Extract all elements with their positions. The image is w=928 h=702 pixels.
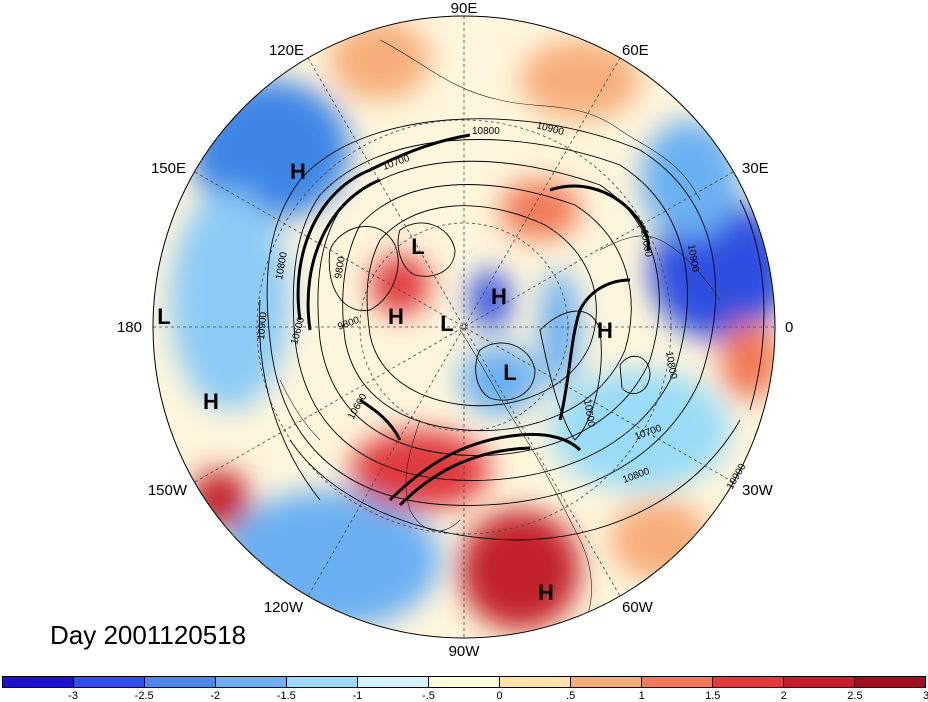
colorbar-segment: [74, 677, 145, 687]
contour-label: 9800: [333, 255, 348, 279]
colorbar-segment: [784, 677, 855, 687]
contour-label: 10600: [581, 399, 597, 429]
colorbar-tick-label: 1: [638, 690, 645, 702]
colorbar-tick-label: -2.5: [134, 690, 154, 702]
contour-label: 10900: [256, 311, 269, 340]
low-center-label: L: [411, 234, 424, 259]
day-label: Day 2001120518: [50, 620, 247, 650]
map-boundary: [152, 15, 776, 639]
pressure-center-labels: H H H H H H L L L L: [157, 159, 613, 605]
contour-label: 10800: [472, 126, 500, 137]
longitude-label-120w: 120W: [263, 599, 303, 616]
colorbar-segment: [287, 677, 358, 687]
colorbar: [2, 676, 926, 688]
low-center-label: L: [503, 360, 516, 385]
longitude-label-60e: 60E: [622, 42, 649, 59]
colorbar-segment: [571, 677, 642, 687]
longitude-label-150w: 150W: [147, 482, 187, 499]
contour-label: 10800: [274, 251, 290, 281]
longitude-label-150e: 150E: [150, 160, 186, 177]
contour-label: 10600: [638, 229, 654, 259]
colorbar-segment: [500, 677, 571, 687]
jet-contours: [296, 133, 650, 507]
colorbar-segment: [855, 677, 925, 687]
colorbar-tick-label: 3: [922, 690, 928, 702]
graticule: [153, 16, 775, 638]
height-contours: [258, 118, 765, 541]
colorbar-tick-label: -.5: [422, 690, 435, 702]
colorbar-tick-label: -3: [68, 690, 78, 702]
colorbar-tick-label: .5: [566, 690, 576, 702]
longitude-label-120e: 120E: [268, 42, 304, 59]
high-center-label: H: [597, 318, 613, 343]
high-center-label: H: [203, 389, 219, 414]
colorbar-segment: [216, 677, 287, 687]
colorbar-segment: [145, 677, 216, 687]
longitude-label-60w: 60W: [622, 599, 653, 616]
high-center-label: H: [538, 580, 554, 605]
colorbar-tick-label: 0: [496, 690, 503, 702]
colorbar-segment: [3, 677, 74, 687]
colorbar-segment: [429, 677, 500, 687]
colorbar-tick-label: -1.5: [276, 690, 296, 702]
longitude-label-180: 180: [116, 319, 142, 336]
longitude-label-0: 0: [785, 319, 794, 336]
longitude-label-30w: 30W: [742, 482, 773, 499]
colorbar-segment: [713, 677, 784, 687]
colorbar-tick-label: -1: [352, 690, 363, 702]
colorbar-segment: [358, 677, 429, 687]
colorbar-tick-label: 2.5: [847, 690, 863, 702]
colorbar-tick-label: 1.5: [705, 690, 721, 702]
low-center-label: L: [440, 311, 453, 336]
high-center-label: H: [491, 284, 507, 309]
colorbar-tick-label: 2: [780, 690, 787, 702]
contour-label: 10900: [685, 244, 701, 274]
longitude-label-90e: 90E: [450, 0, 478, 17]
longitude-label-90w: 90W: [448, 643, 480, 660]
colorbar-segment: [642, 677, 713, 687]
coastlines: [279, 39, 721, 631]
contour-label: 10800: [663, 351, 679, 381]
low-center-label: L: [157, 304, 170, 329]
colorbar-tick-label: -2: [210, 690, 221, 702]
high-center-label: H: [290, 159, 306, 184]
longitude-label-30e: 30E: [742, 160, 769, 177]
high-center-label: H: [388, 304, 404, 329]
colorbar-tick-labels: -3 -2.5 -2 -1.5 -1 -.5 0 .5 1 1.5 2 2.5 3: [0, 690, 928, 702]
